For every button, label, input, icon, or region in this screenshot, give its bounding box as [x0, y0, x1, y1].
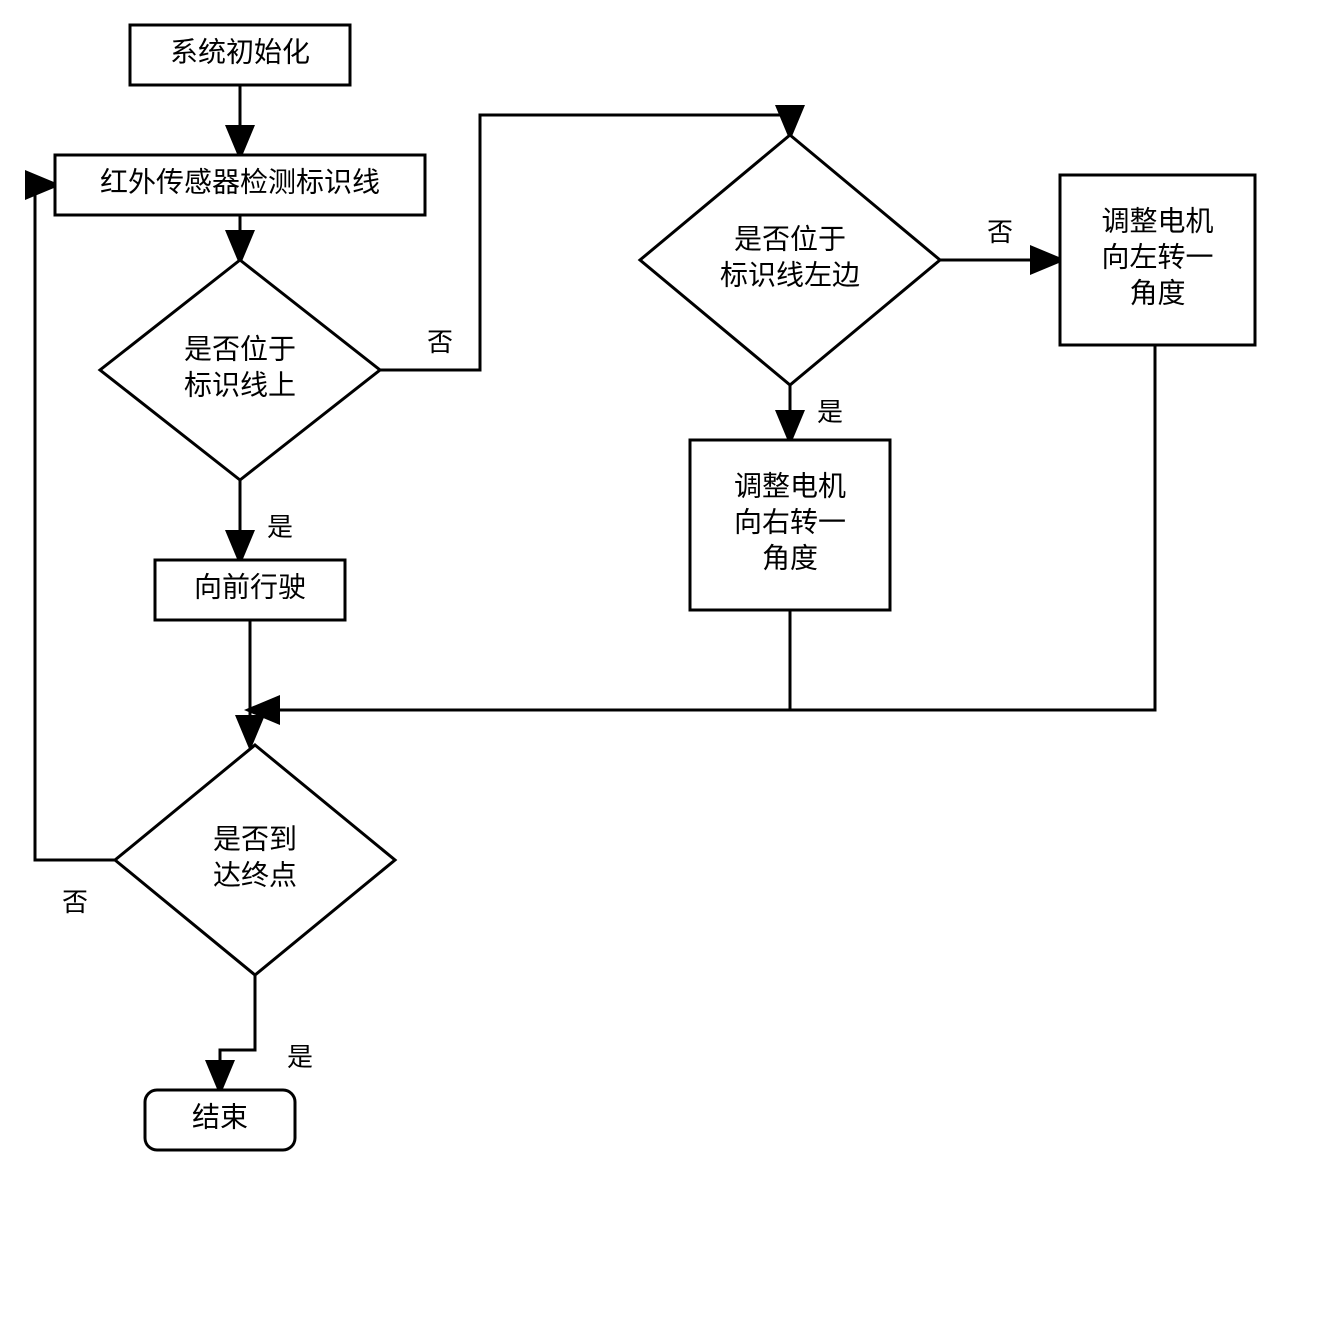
svg-text:向前行驶: 向前行驶	[194, 571, 306, 603]
edge-label-2: 是	[267, 513, 293, 542]
svg-text:标识线上: 标识线上	[184, 369, 296, 401]
svg-text:红外传感器检测标识线: 红外传感器检测标识线	[100, 166, 380, 198]
svg-text:角度: 角度	[762, 542, 818, 574]
flowchart-diagram: 是否是否是否 系统初始化红外传感器检测标识线是否位于标识线上是否位于标识线左边调…	[0, 0, 1341, 1321]
edge-7	[250, 610, 790, 710]
edge-label-11: 否	[62, 888, 88, 917]
svg-text:是否到: 是否到	[213, 824, 297, 855]
svg-text:是否位于: 是否位于	[184, 333, 296, 365]
svg-text:向左转一: 向左转一	[1101, 241, 1213, 273]
svg-text:调整电机: 调整电机	[734, 470, 846, 502]
edge-label-3: 否	[427, 328, 453, 357]
edge-label-5: 否	[987, 218, 1013, 247]
svg-text:系统初始化: 系统初始化	[170, 36, 310, 68]
edge-11	[35, 185, 115, 860]
svg-text:结束: 结束	[192, 1101, 248, 1133]
nodes: 系统初始化红外传感器检测标识线是否位于标识线上是否位于标识线左边调整电机向左转一…	[55, 25, 1255, 1150]
svg-text:角度: 角度	[1129, 277, 1185, 309]
svg-text:是否位于: 是否位于	[734, 223, 846, 255]
svg-text:向右转一: 向右转一	[734, 506, 846, 538]
svg-text:调整电机: 调整电机	[1101, 205, 1213, 237]
edge-label-10: 是	[287, 1043, 313, 1072]
svg-text:达终点: 达终点	[213, 859, 297, 891]
svg-text:标识线左边: 标识线左边	[720, 259, 860, 291]
edge-10	[220, 975, 255, 1090]
edge-label-4: 是	[817, 398, 843, 427]
